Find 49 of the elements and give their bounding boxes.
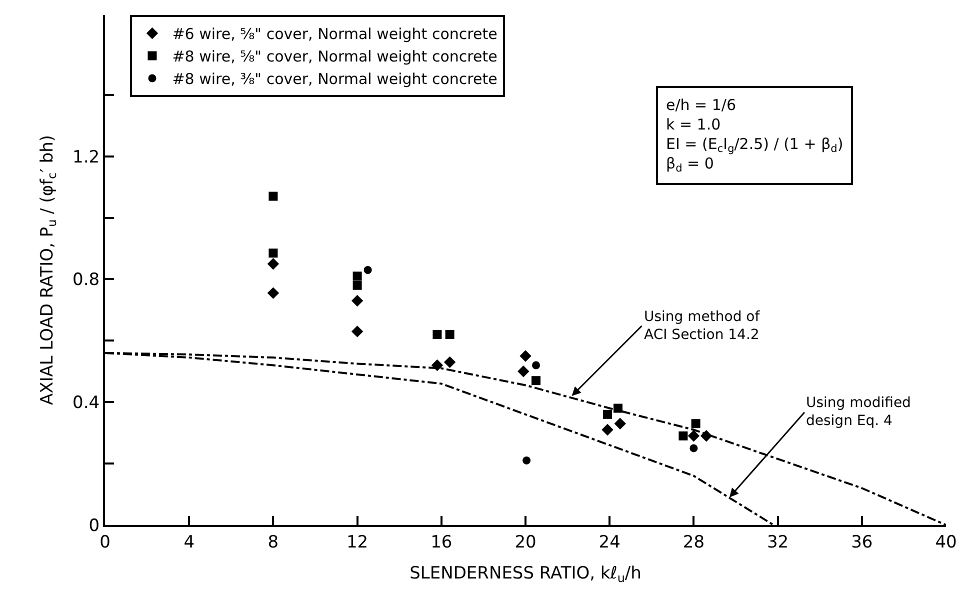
point xyxy=(690,444,698,452)
legend-label: #8 wire, ³⁄₈" cover, Normal weight concrete xyxy=(172,70,498,88)
x-tick-label: 24 xyxy=(598,532,620,552)
point xyxy=(364,266,372,274)
y-tick-label: 0 xyxy=(88,516,100,536)
annotation: k = 1.0 xyxy=(666,116,721,134)
x-tick-label: 16 xyxy=(430,532,452,552)
point xyxy=(522,456,531,464)
x-tick-label: 8 xyxy=(268,532,279,552)
x-tick-label: 12 xyxy=(346,532,368,552)
y-tick-label: 0.8 xyxy=(72,270,100,290)
point xyxy=(267,287,280,299)
point xyxy=(444,356,456,368)
point xyxy=(445,330,454,340)
legend-label: #6 wire, ⁵⁄₈" cover, Normal weight concrete xyxy=(172,25,498,44)
x-tick-label: 32 xyxy=(766,532,789,552)
point xyxy=(520,350,532,362)
point xyxy=(352,272,362,281)
y-tick-label: 1.2 xyxy=(72,147,100,168)
x-tick-label: 40 xyxy=(935,532,957,552)
point xyxy=(268,248,278,258)
point xyxy=(691,419,700,428)
point xyxy=(432,330,442,340)
point xyxy=(614,418,626,430)
point xyxy=(603,410,612,419)
annotation: Using method of ACI Section 14.2 xyxy=(644,309,761,344)
point xyxy=(351,294,364,307)
annotation: β$_{d}$ = 0 xyxy=(666,154,714,175)
point xyxy=(268,192,278,201)
annotation: EI = (E$_{c}$I$_{g}$/2.5) / (1 + β$_{d}$) xyxy=(666,135,844,156)
x-tick-label: 20 xyxy=(514,532,536,552)
annotation: e/h = 1/6 xyxy=(666,96,736,114)
point xyxy=(518,366,530,378)
point xyxy=(602,424,614,436)
annotation: Using modified design Eq. 4 xyxy=(806,395,911,430)
x-tick-label: 4 xyxy=(184,532,195,552)
x-axis-title: SLENDERNESS RATIO, kℓ$_{u}$/h xyxy=(410,563,642,585)
point xyxy=(532,361,540,370)
point xyxy=(678,431,688,440)
point xyxy=(688,430,700,442)
x-tick-label: 28 xyxy=(682,532,705,552)
point xyxy=(614,404,623,413)
point xyxy=(351,326,364,338)
y-tick-label: 0.4 xyxy=(72,393,100,414)
point xyxy=(267,258,280,270)
point xyxy=(532,376,541,386)
legend-label: #8 wire, ⁵⁄₈" cover, Normal weight concrete xyxy=(172,48,498,66)
point xyxy=(352,280,362,290)
x-tick-label: 36 xyxy=(851,532,873,552)
